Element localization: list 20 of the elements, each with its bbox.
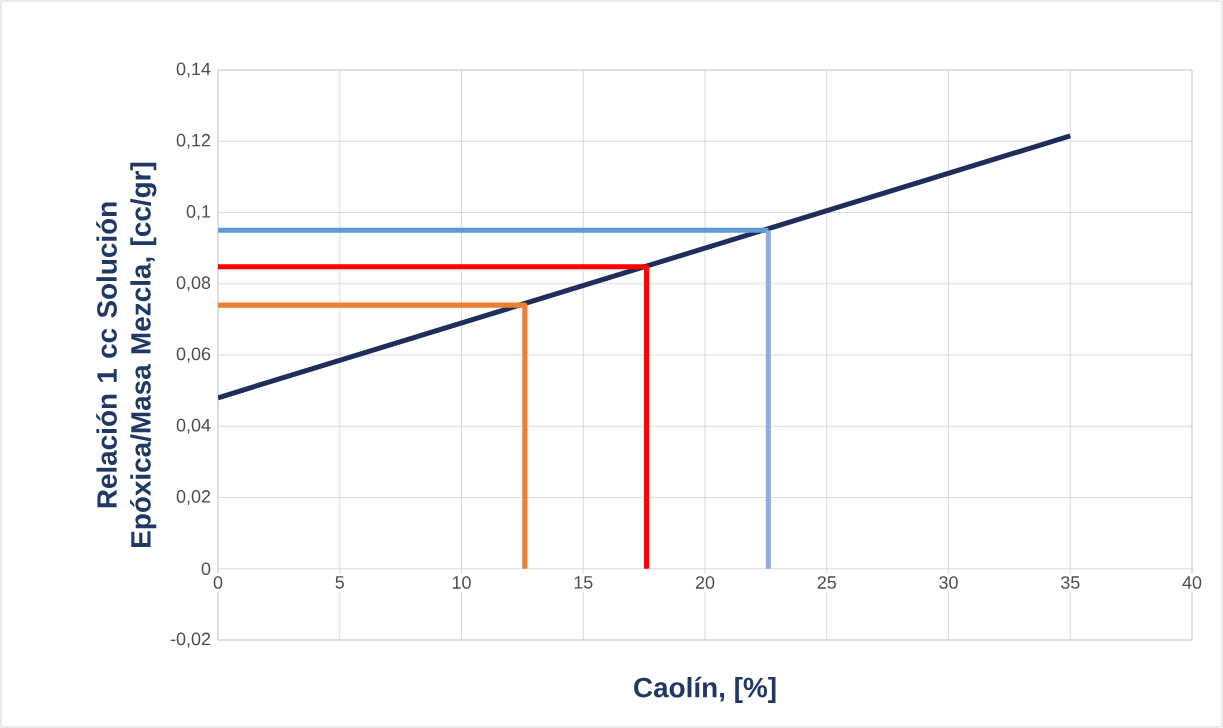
x-tick-label: 30 <box>939 576 958 589</box>
x-tick-label: 5 <box>335 576 344 589</box>
y-tick-label: 0,08 <box>176 276 211 292</box>
x-tick-label: 40 <box>1182 576 1202 589</box>
y-tick-label: 0,1 <box>186 205 211 220</box>
y-tick-label: 0,12 <box>176 133 211 149</box>
y-tick-label: 0 <box>201 562 211 576</box>
x-tick-label: 15 <box>574 576 593 589</box>
y-axis-title: Relación 1 cc Solución Epóxica/Masa Mezcla, [cc/gr] <box>96 162 157 547</box>
x-tick-label: 35 <box>1060 576 1080 589</box>
x-tick-label: 10 <box>452 576 471 589</box>
x-tick-label: 25 <box>817 576 836 589</box>
y-tick-label: 0,04 <box>176 418 211 434</box>
y-tick-label: 0,14 <box>176 62 211 78</box>
x-tick-label: 0 <box>213 576 223 589</box>
x-axis-title: Caolín, [%] <box>634 676 776 703</box>
y-tick-label: -0,02 <box>170 632 211 648</box>
y-tick-label: 0,06 <box>176 347 211 363</box>
y-tick-label: 0,02 <box>176 490 211 505</box>
x-tick-label: 20 <box>695 576 715 589</box>
